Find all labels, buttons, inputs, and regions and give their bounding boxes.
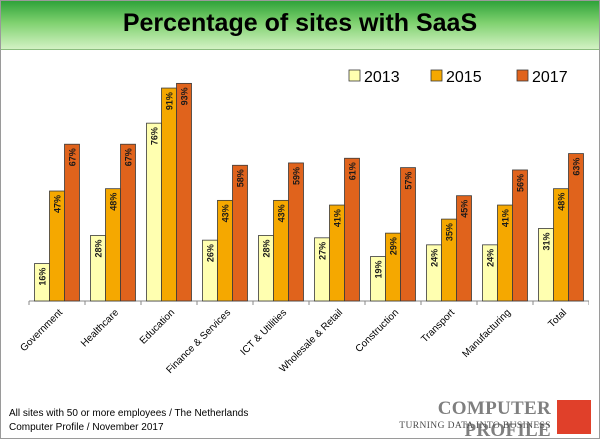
data-label: 61% <box>348 162 358 180</box>
x-tick-label: Healthcare <box>79 307 121 349</box>
x-tick-label: Total <box>546 307 569 330</box>
bar-2017-4 <box>288 162 304 302</box>
bar-2017-0 <box>64 143 80 302</box>
data-label: 28% <box>262 239 272 257</box>
bar-2017-3 <box>232 164 248 302</box>
bar-2017-2 <box>176 82 192 302</box>
x-tick-label: Transport <box>419 307 457 345</box>
data-label: 91% <box>165 92 175 110</box>
legend-label-2013: 2013 <box>364 69 400 86</box>
bar-2017-9 <box>568 153 584 302</box>
legend-swatch-2017 <box>516 69 529 82</box>
legend-swatch-2013 <box>348 69 361 82</box>
logo-name: COMPUTER PROFILE <box>437 398 551 441</box>
x-tick-label: Wholesale & Retail <box>278 307 346 375</box>
data-label: 45% <box>460 200 470 218</box>
data-label: 19% <box>374 261 384 279</box>
x-tick-label: ICT & Utilities <box>239 307 289 357</box>
logo-square-icon <box>557 400 591 434</box>
data-label: 58% <box>236 169 246 187</box>
footnote-scope: All sites with 50 or more employees / Th… <box>9 408 249 419</box>
bar-2017-1 <box>120 143 136 302</box>
logo-tagline: TURNING DATA INTO BUSINESS <box>399 421 551 431</box>
data-label: 31% <box>542 232 552 250</box>
x-tick-label: Finance & Services <box>164 307 233 376</box>
plot-area: 16% 47% 67% Government 28% 48% 67% Healthcare 76… <box>11 53 589 398</box>
data-label: 43% <box>221 204 231 222</box>
chart-title: Percentage of sites with SaaS <box>122 9 478 37</box>
data-label: 57% <box>404 172 414 190</box>
data-label: 43% <box>277 204 287 222</box>
x-tick-label: Manufacturing <box>461 307 514 360</box>
data-label: 41% <box>333 209 343 227</box>
bar-2017-7 <box>456 195 472 302</box>
legend-swatch-2015 <box>430 69 443 82</box>
data-label: 28% <box>94 239 104 257</box>
data-label: 48% <box>557 193 567 211</box>
data-label: 24% <box>486 249 496 267</box>
data-label: 41% <box>501 209 511 227</box>
x-tick-label: Education <box>138 307 177 346</box>
data-label: 35% <box>445 223 455 241</box>
data-label: 24% <box>430 249 440 267</box>
bar-2017-6 <box>400 167 416 302</box>
data-label: 27% <box>318 242 328 260</box>
data-label: 29% <box>389 237 399 255</box>
data-label: 56% <box>516 174 526 192</box>
data-label: 16% <box>38 268 48 286</box>
x-tick-label: Government <box>18 307 65 354</box>
data-label: 67% <box>68 148 78 166</box>
bar-2015-2 <box>161 87 177 302</box>
data-label: 76% <box>150 127 160 145</box>
data-label: 67% <box>124 148 134 166</box>
bar-2017-5 <box>344 157 360 302</box>
bar-2017-8 <box>512 169 528 302</box>
bar-chart: 16% 47% 67% Government 28% 48% 67% Healthcare 76… <box>18 69 589 376</box>
title-band: Percentage of sites with SaaS <box>1 1 599 50</box>
x-tick-label: Construction <box>354 307 401 354</box>
data-label: 47% <box>53 195 63 213</box>
data-label: 48% <box>109 193 119 211</box>
footnote-source: Computer Profile / November 2017 <box>9 422 164 433</box>
bar-2013-2 <box>146 122 162 302</box>
data-label: 26% <box>206 244 216 262</box>
data-label: 59% <box>292 167 302 185</box>
data-label: 63% <box>572 158 582 176</box>
data-label: 93% <box>180 87 190 105</box>
legend-label-2017: 2017 <box>532 69 568 86</box>
legend-label-2015: 2015 <box>446 69 482 86</box>
